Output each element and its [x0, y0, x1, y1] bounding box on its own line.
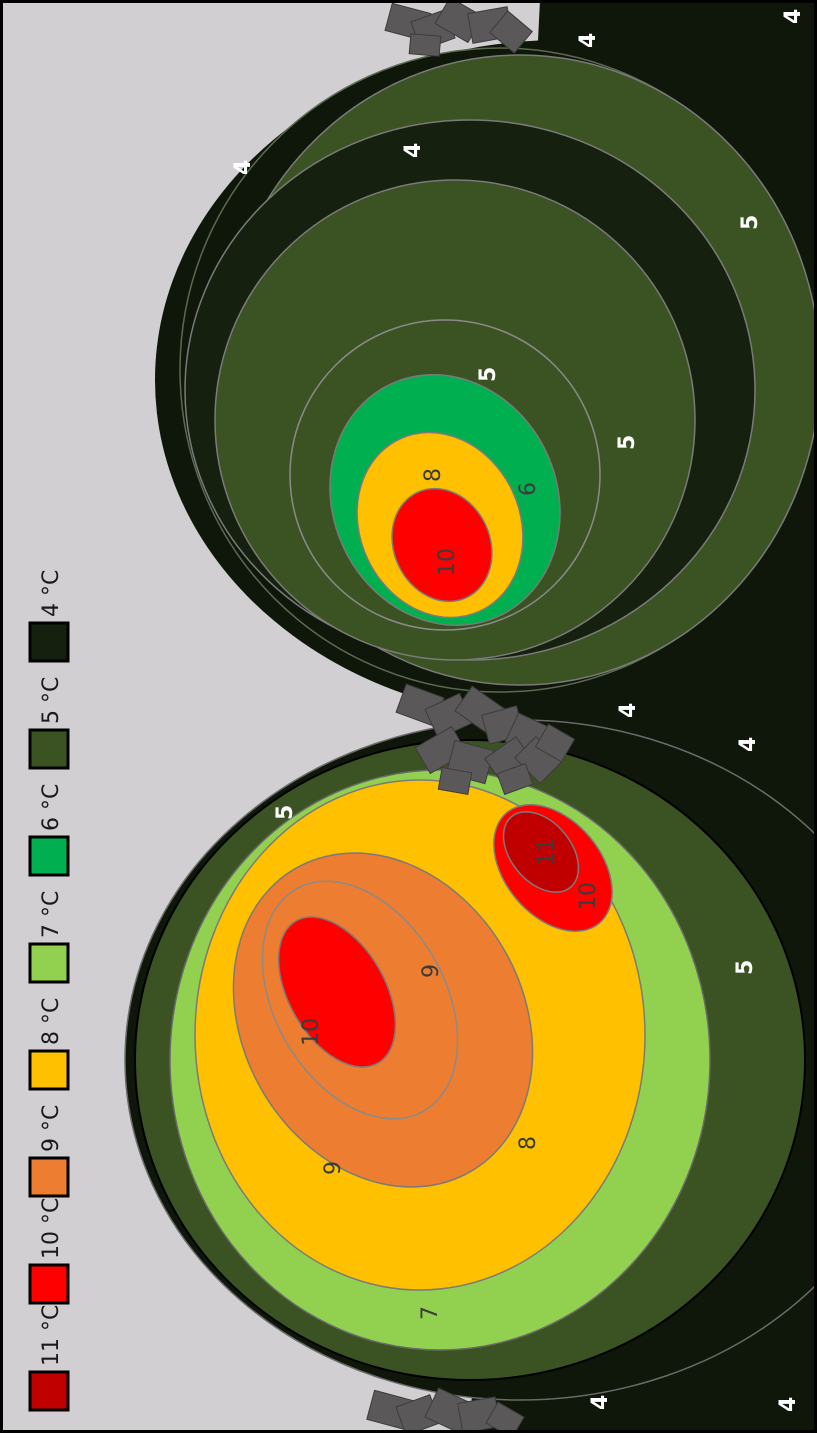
label-4-bottom-a: 4 — [588, 1395, 613, 1410]
label-4-middle-a: 4 — [616, 703, 641, 718]
label-5-upper-inner: 5 — [615, 435, 640, 450]
rubble-middle — [395, 683, 576, 796]
legend-swatch — [28, 942, 70, 984]
label-5-upper-outer: 5 — [738, 215, 763, 230]
upper-contour-5 — [289, 319, 601, 631]
legend-swatch — [28, 728, 70, 770]
legend-swatch — [28, 621, 70, 663]
legend-swatch — [28, 1049, 70, 1091]
label-4-bottom-b: 4 — [776, 1397, 801, 1412]
legend-swatch — [28, 1263, 70, 1305]
label-4-upper-outer: 4 — [231, 160, 256, 175]
label-9-outer: 9 — [321, 1161, 346, 1175]
label-4-middle-b: 4 — [736, 737, 761, 752]
upper-hotspot-group — [155, 40, 817, 720]
legend: 11 °C 10 °C 9 °C 8 °C 7 °C 6 °C 5 °C 4 °C — [28, 570, 70, 1412]
label-8-upper: 8 — [421, 468, 446, 482]
upper-zone-10c — [391, 487, 493, 603]
label-10-small: 10 — [576, 882, 601, 910]
legend-label: 4 °C — [39, 570, 64, 617]
label-5-upper-contour: 5 — [476, 367, 501, 382]
legend-label: 6 °C — [39, 784, 64, 831]
label-7-lower: 7 — [418, 1306, 443, 1320]
label-8-lower: 8 — [516, 1136, 541, 1150]
legend-label: 7 °C — [39, 891, 64, 938]
label-4-top-right: 4 — [781, 9, 806, 24]
legend-label: 9 °C — [39, 1105, 64, 1152]
label-6-upper: 6 — [516, 482, 541, 496]
legend-label: 11 °C — [39, 1305, 64, 1366]
legend-label: 8 °C — [39, 998, 64, 1045]
label-9-inner: 9 — [419, 964, 444, 978]
label-4-upper-ring: 4 — [401, 143, 426, 158]
lower-contour-9 — [261, 880, 459, 1120]
rubble-bottom — [366, 1387, 525, 1438]
label-10-upper: 10 — [435, 548, 460, 576]
lower-hotspot-group — [124, 719, 817, 1401]
legend-label: 10 °C — [39, 1198, 64, 1259]
label-5-lower-top: 5 — [273, 805, 298, 820]
rubble-top — [384, 0, 533, 57]
label-11-small: 11 — [534, 838, 559, 866]
label-5-lower-bottom: 5 — [733, 960, 758, 975]
legend-swatch — [28, 1370, 70, 1412]
legend-label: 5 °C — [39, 677, 64, 724]
label-10-lower: 10 — [299, 1018, 324, 1046]
legend-swatch — [28, 1156, 70, 1198]
legend-swatch — [28, 835, 70, 877]
contour-labels: 4 4 4 4 5 5 5 8 6 10 4 4 5 5 9 9 10 8 7 … — [231, 9, 806, 1412]
lower-zone-10c — [277, 916, 397, 1068]
label-4-top: 4 — [576, 33, 601, 48]
small-zone-11c — [502, 811, 580, 893]
